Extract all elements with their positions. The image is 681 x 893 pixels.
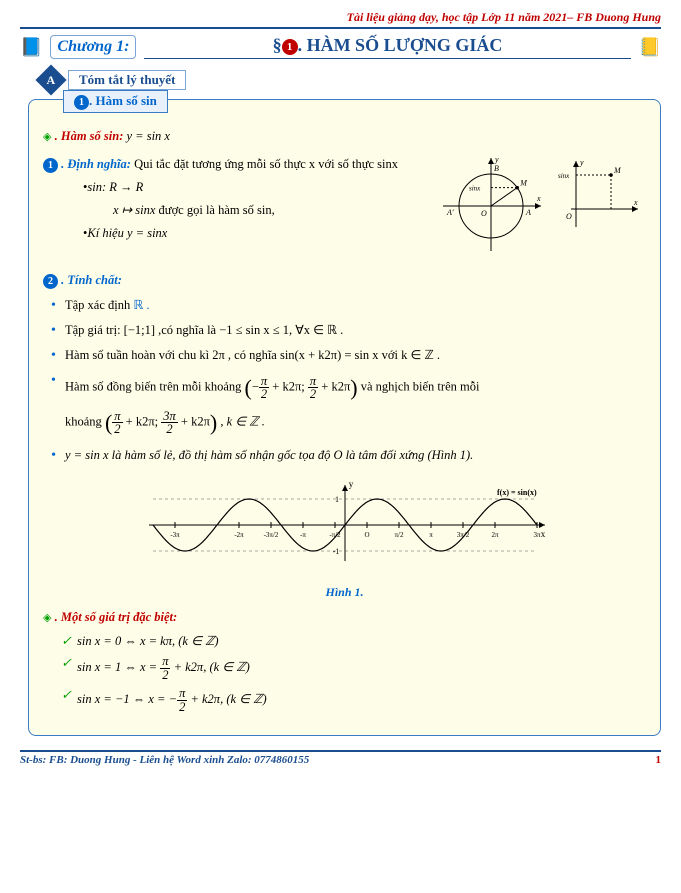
diamond-marker-icon: ◈ xyxy=(43,612,51,624)
title-text: . HÀM SỐ LƯỢNG GIÁC xyxy=(298,35,503,55)
svg-text:-3π: -3π xyxy=(170,531,180,539)
unit-circle-figure: A A' B O Msinx x y xyxy=(436,151,546,261)
figure-caption: Hình 1. xyxy=(43,585,646,600)
content-box: 1. Hàm số sin ◈ . Hàm số sin: y = sin x … xyxy=(28,99,661,736)
svg-text:M: M xyxy=(519,179,528,188)
sin-label: . Hàm số sin: xyxy=(55,129,124,143)
list-item: y = sin x là hàm số lẻ, đồ thị hàm số nh… xyxy=(65,445,646,465)
map1-pre: sin: xyxy=(87,180,106,194)
special-heading: ◈ . Một số giá trị đặc biệt: xyxy=(43,608,646,627)
book-icon: 📘 xyxy=(20,37,42,58)
mini-axes-figure: Ox y sinx M xyxy=(556,151,646,241)
def-line: 1 . Định nghĩa: Qui tắc đặt tương ứng mỗ… xyxy=(43,155,416,174)
svg-text:-3π/2: -3π/2 xyxy=(263,531,278,539)
prop-text: khoảng xyxy=(65,415,105,429)
list-item: Hàm số đồng biến trên mỗi khoảng (−π2 + … xyxy=(65,370,646,440)
list-item: Tập xác định ℝ . xyxy=(65,295,646,315)
svg-text:M: M xyxy=(613,166,622,175)
svg-text:O: O xyxy=(364,531,369,539)
svg-text:A': A' xyxy=(446,208,454,217)
svg-text:y: y xyxy=(579,158,584,167)
section-a-label: Tóm tắt lý thuyết xyxy=(68,70,186,90)
svg-text:-π: -π xyxy=(300,531,306,539)
svg-text:sinx: sinx xyxy=(469,185,481,193)
doc-header: Tài liệu giảng dạy, học tập Lớp 11 năm 2… xyxy=(20,10,661,29)
diamond-marker-icon: ◈ xyxy=(43,131,51,143)
def-text: Qui tắc đặt tương ứng mỗi số thực x với … xyxy=(134,157,398,171)
list-item: sin x = −1 ⇔ x = −π2 + k2π, (k ∈ ℤ) xyxy=(77,687,646,713)
definition-row: 1 . Định nghĩa: Qui tắc đặt tương ứng mỗ… xyxy=(43,151,646,261)
prop-text: và nghịch biến trên mỗi xyxy=(361,379,480,393)
note-text: Kí hiệu y = sinx xyxy=(87,226,167,240)
content: ◈ . Hàm số sin: y = sin x 1 . Định nghĩa… xyxy=(43,127,646,714)
map1: R → R xyxy=(106,180,143,194)
sv-text: sin x = 1 ⇔ x = xyxy=(77,660,160,674)
list-item: sin x = 1 ⇔ x = π2 + k2π, (k ∈ ℤ) xyxy=(77,655,646,681)
list-item: sin x = 0 ⇔ x = kπ, (k ∈ ℤ) xyxy=(77,633,646,649)
svg-text:A: A xyxy=(525,208,531,217)
section-a: A Tóm tắt lý thuyết xyxy=(40,69,661,91)
prop-text: Tập xác định xyxy=(65,298,133,312)
svg-text:O: O xyxy=(481,209,487,218)
def-label: . Định nghĩa: xyxy=(61,157,131,171)
svg-text:-π/2: -π/2 xyxy=(329,531,341,539)
props-num-icon: 2 xyxy=(43,274,58,289)
properties-list: Tập xác định ℝ . Tập giá trị: [−1;1] ,có… xyxy=(43,295,646,465)
map2-pre: x ↦ sinx xyxy=(113,203,155,217)
list-item: Tập giá trị: [−1;1] ,có nghĩa là −1 ≤ si… xyxy=(65,320,646,340)
notebook-icon: 📒 xyxy=(639,37,661,58)
subsection-title: 1. Hàm số sin xyxy=(63,90,168,113)
svg-text:sinx: sinx xyxy=(558,172,570,180)
chapter-title: §1. HÀM SỐ LƯỢNG GIÁC xyxy=(144,35,630,59)
special-label: . Một số giá trị đặc biệt: xyxy=(55,610,178,624)
sv-text: + k2π, (k ∈ ℤ) xyxy=(170,660,249,674)
svg-text:π: π xyxy=(429,531,433,539)
prop-text: , k ∈ ℤ . xyxy=(220,415,265,429)
sv-text: + k2π, (k ∈ ℤ) xyxy=(187,692,266,706)
list-item: Hàm số tuần hoàn với chu kì 2π , có nghĩ… xyxy=(65,345,646,365)
svg-text:f(x) = sin(x): f(x) = sin(x) xyxy=(497,488,537,497)
svg-text:x: x xyxy=(633,198,638,207)
diamond-letter: A xyxy=(47,72,56,87)
footer-left: St-bs: FB: Duong Hung - Liên hệ Word xin… xyxy=(20,754,309,766)
svg-text:3π/2: 3π/2 xyxy=(456,531,469,539)
props-label: . Tính chất: xyxy=(61,273,122,287)
svg-text:y: y xyxy=(494,155,499,164)
svg-text:-1: -1 xyxy=(332,547,339,556)
svg-text:O: O xyxy=(566,212,572,221)
chapter-row: 📘 Chương 1: §1. HÀM SỐ LƯỢNG GIÁC 📒 xyxy=(20,35,661,59)
special-values-list: sin x = 0 ⇔ x = kπ, (k ∈ ℤ) sin x = 1 ⇔ … xyxy=(43,633,646,713)
doc-footer: St-bs: FB: Duong Hung - Liên hệ Word xin… xyxy=(20,750,661,766)
prop-text: Hàm số đồng biến trên mỗi khoảng xyxy=(65,379,245,393)
svg-text:B: B xyxy=(494,164,499,173)
svg-text:y: y xyxy=(348,479,353,489)
sub-title-text: . Hàm số sin xyxy=(89,93,157,108)
title-number-icon: 1 xyxy=(282,39,298,55)
sv-text: sin x = −1 ⇔ x = − xyxy=(77,692,177,706)
map-line-1: •sin: R → R xyxy=(43,178,416,197)
page-number: 1 xyxy=(656,754,662,766)
sin-formula: y = sin x xyxy=(126,129,170,143)
svg-text:x: x xyxy=(536,194,541,203)
title-prefix: § xyxy=(273,35,282,55)
def-num-icon: 1 xyxy=(43,158,58,173)
svg-text:1: 1 xyxy=(335,495,339,504)
svg-text:2π: 2π xyxy=(491,531,499,539)
prop-text-r: ℝ . xyxy=(133,298,149,312)
svg-text:π/2: π/2 xyxy=(394,531,403,539)
map-line-2: x ↦ sinx được gọi là hàm số sin, xyxy=(43,201,416,220)
note-line: •Kí hiệu y = sinx xyxy=(43,224,416,243)
props-heading: 2 . Tính chất: xyxy=(43,271,646,290)
sine-graph-wrap: -3π-2π-π-3π/2-π/2Oπ/2π3π/22π3π1-1yxf(x) … xyxy=(43,473,646,577)
figures-right: A A' B O Msinx x y Ox y sinx M xyxy=(436,151,646,261)
sub-num-icon: 1 xyxy=(74,95,89,110)
sine-graph: -3π-2π-π-3π/2-π/2Oπ/2π3π/22π3π1-1yxf(x) … xyxy=(135,473,555,573)
svg-text:x: x xyxy=(540,529,545,539)
chapter-badge: Chương 1: xyxy=(50,35,136,59)
svg-text:-2π: -2π xyxy=(234,531,244,539)
map2-post: được gọi là hàm số sin, xyxy=(155,203,274,217)
diamond-icon: A xyxy=(35,64,66,95)
def-heading: ◈ . Hàm số sin: y = sin x xyxy=(43,127,646,146)
